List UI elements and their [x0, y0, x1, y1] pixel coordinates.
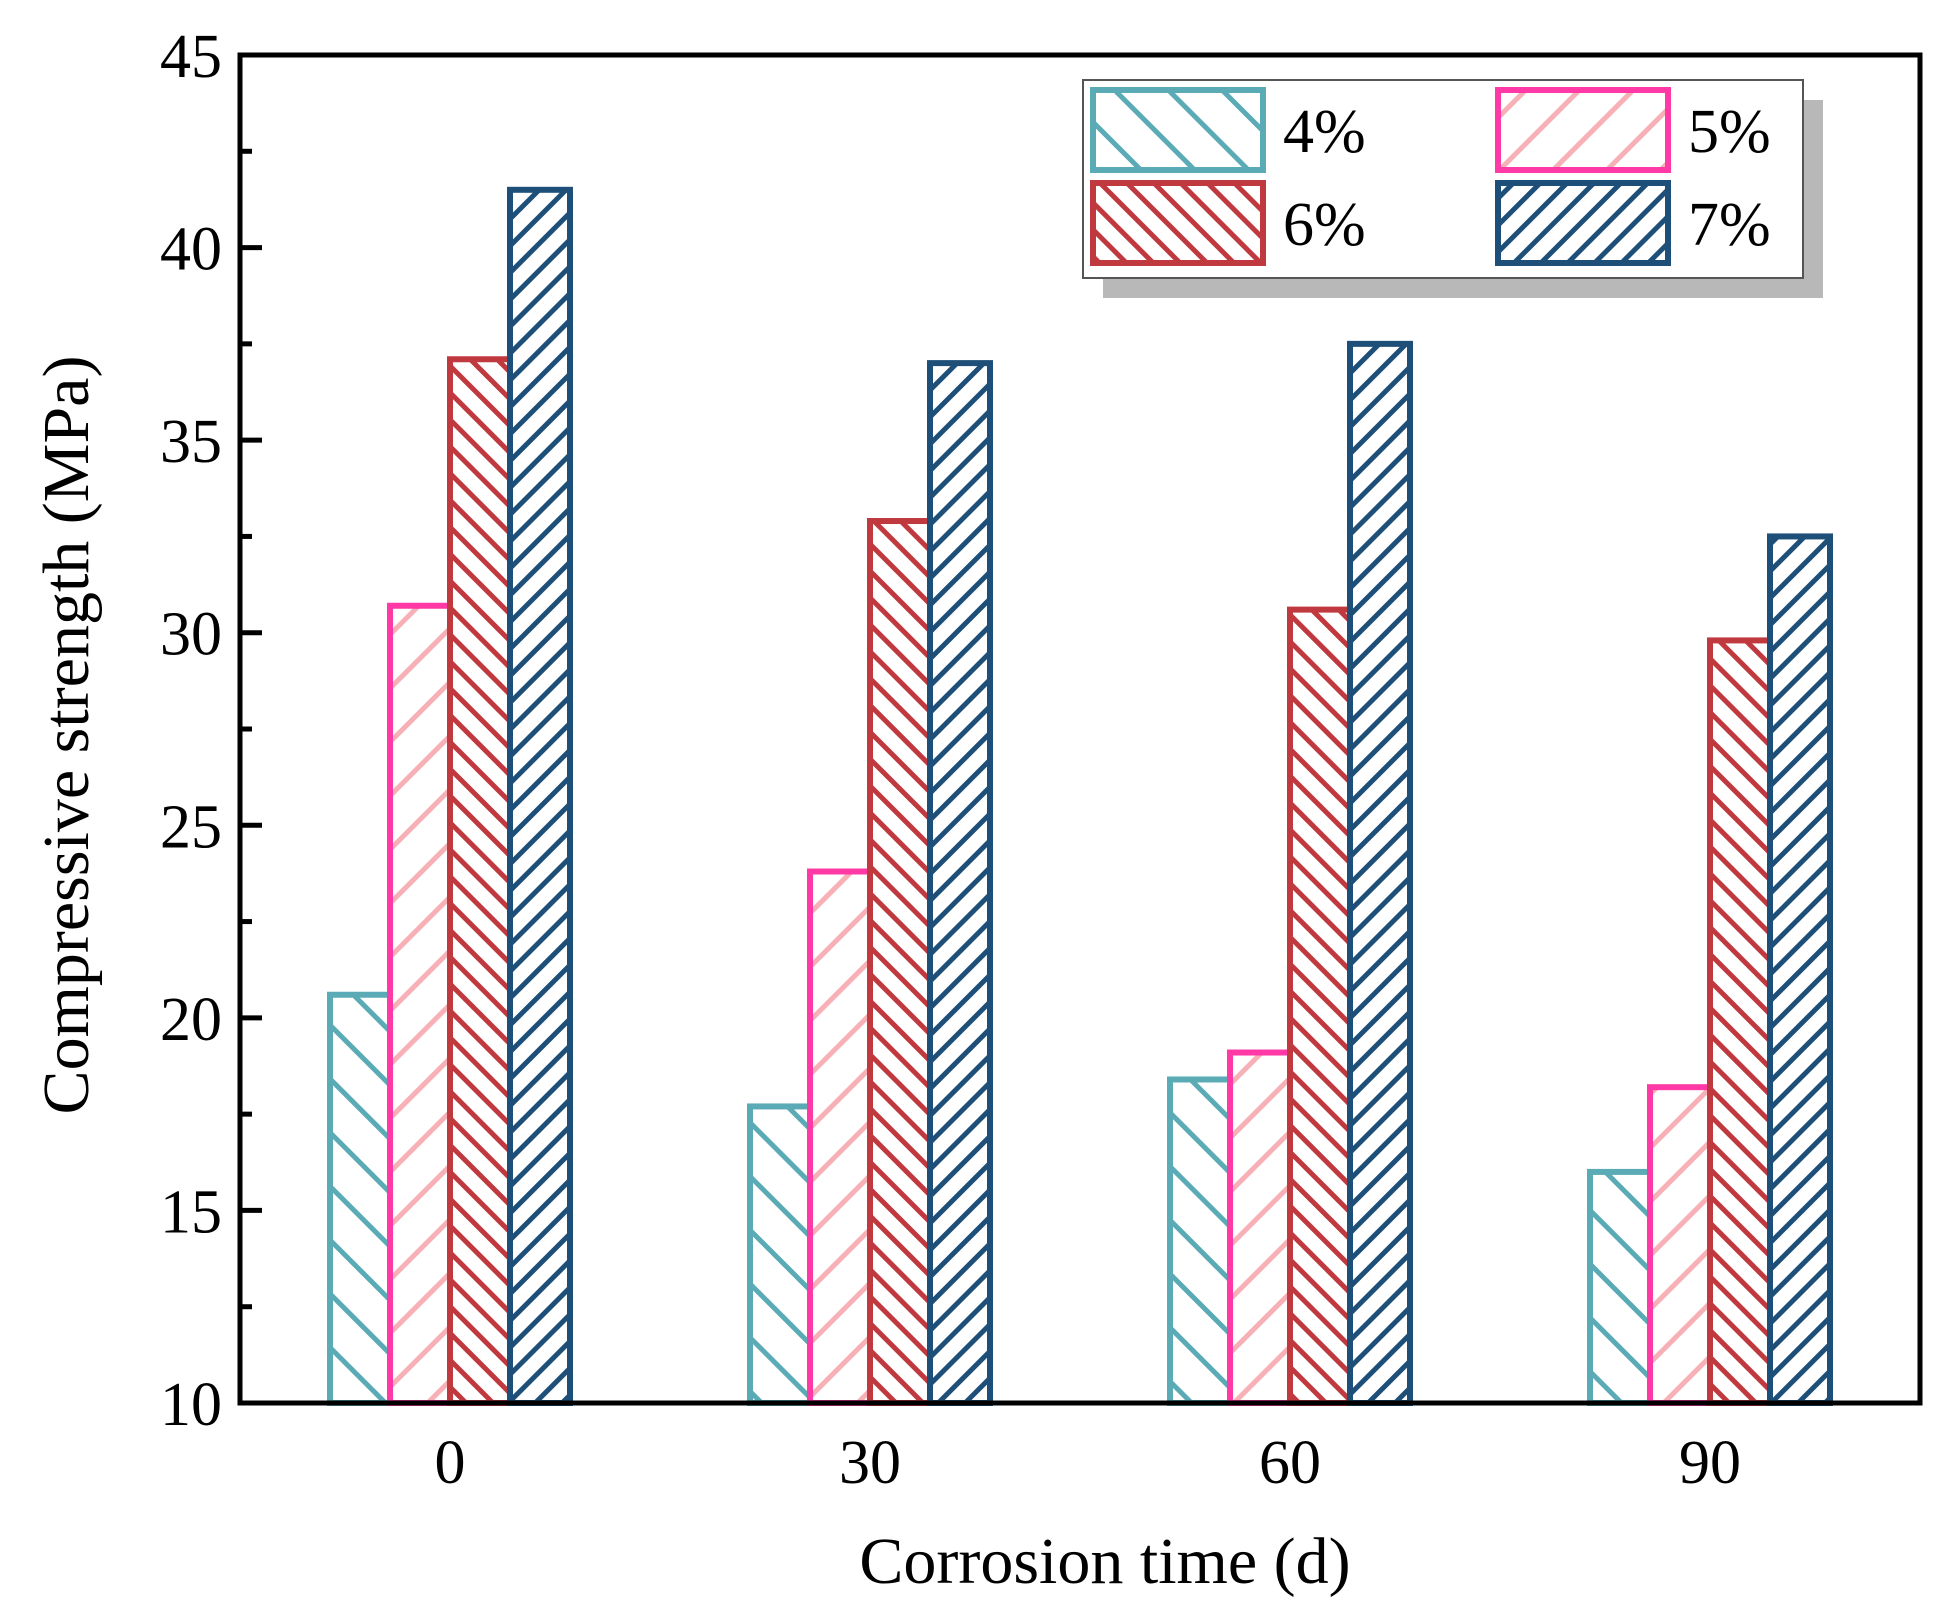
bar-5pct-90	[1647, 1084, 1713, 1406]
y-tick-label-45: 45	[160, 23, 222, 91]
x-tick-label-90: 90	[1679, 1429, 1741, 1497]
bar-5pct-0	[387, 602, 453, 1406]
bar-7pct-0	[507, 186, 573, 1406]
y-tick-label-15: 15	[160, 1178, 222, 1246]
bar-5pct-60	[1227, 1049, 1293, 1407]
bars-layer	[327, 186, 1833, 1407]
x-tick-label-30: 30	[839, 1429, 901, 1497]
legend-label-4pct: 4%	[1283, 98, 1366, 166]
bar-7pct-60	[1347, 340, 1413, 1406]
bar-4pct-90	[1587, 1168, 1653, 1407]
bar-7pct-90	[1767, 533, 1833, 1406]
bar-6pct-90	[1707, 637, 1773, 1406]
legend-swatch-7pct	[1495, 180, 1671, 266]
y-tick-label-20: 20	[160, 986, 222, 1054]
x-axis-title: Corrosion time (d)	[859, 1525, 1350, 1598]
y-tick-label-25: 25	[160, 793, 222, 861]
y-axis-title: Compressive strength (MPa)	[30, 356, 103, 1115]
bar-4pct-30	[747, 1103, 813, 1406]
bar-4pct-60	[1167, 1076, 1233, 1406]
bar-6pct-30	[867, 518, 933, 1406]
x-tick-label-60: 60	[1259, 1429, 1321, 1497]
y-tick-label-10: 10	[160, 1371, 222, 1439]
legend-label-7pct: 7%	[1688, 191, 1771, 259]
legend-label-5pct: 5%	[1688, 98, 1771, 166]
x-tick-label-0: 0	[435, 1429, 466, 1497]
bar-4pct-0	[327, 991, 393, 1407]
y-tick-label-35: 35	[160, 408, 222, 476]
bar-6pct-0	[447, 356, 513, 1407]
y-tick-label-30: 30	[160, 601, 222, 669]
legend: 4% 5% 6% 7%	[1082, 79, 1823, 298]
legend-swatch-5pct	[1495, 87, 1671, 173]
axes-layer: 10 15 20 25 30 35 40 45 0 30 60 90	[160, 23, 1923, 1497]
bar-6pct-60	[1287, 606, 1353, 1406]
bar-5pct-30	[807, 868, 873, 1406]
legend-swatch-4pct	[1090, 87, 1266, 173]
bar-7pct-30	[927, 360, 993, 1407]
y-tick-label-40: 40	[160, 216, 222, 284]
legend-label-6pct: 6%	[1283, 191, 1366, 259]
legend-swatch-6pct	[1090, 180, 1266, 266]
